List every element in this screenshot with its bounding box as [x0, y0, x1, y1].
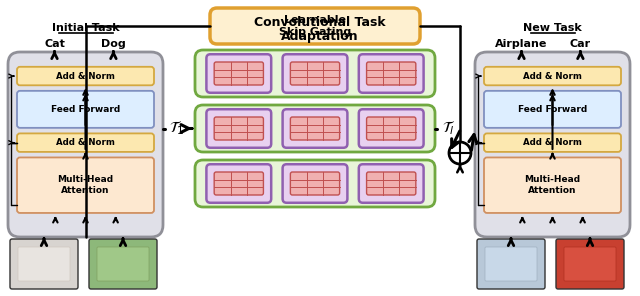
Text: Add & Norm: Add & Norm: [523, 138, 582, 147]
FancyBboxPatch shape: [17, 157, 154, 213]
FancyBboxPatch shape: [283, 164, 348, 203]
FancyBboxPatch shape: [367, 62, 416, 85]
FancyBboxPatch shape: [17, 67, 154, 85]
Text: Car: Car: [570, 39, 591, 49]
FancyBboxPatch shape: [485, 247, 537, 281]
FancyBboxPatch shape: [477, 239, 545, 289]
FancyBboxPatch shape: [206, 54, 271, 93]
FancyBboxPatch shape: [210, 8, 420, 44]
FancyBboxPatch shape: [359, 54, 424, 93]
FancyBboxPatch shape: [359, 164, 424, 203]
FancyBboxPatch shape: [214, 62, 264, 85]
Text: Initial Task: Initial Task: [52, 23, 119, 33]
FancyBboxPatch shape: [564, 247, 616, 281]
FancyBboxPatch shape: [484, 133, 621, 152]
FancyBboxPatch shape: [556, 239, 624, 289]
FancyBboxPatch shape: [291, 117, 340, 140]
FancyBboxPatch shape: [206, 109, 271, 148]
FancyBboxPatch shape: [484, 157, 621, 213]
Text: New Task: New Task: [523, 23, 582, 33]
FancyBboxPatch shape: [367, 117, 416, 140]
Circle shape: [449, 142, 471, 164]
FancyBboxPatch shape: [484, 67, 621, 85]
FancyBboxPatch shape: [283, 109, 348, 148]
FancyBboxPatch shape: [195, 105, 435, 152]
FancyBboxPatch shape: [97, 247, 149, 281]
FancyBboxPatch shape: [291, 62, 340, 85]
Text: Airplane: Airplane: [495, 39, 548, 49]
FancyBboxPatch shape: [367, 172, 416, 195]
FancyBboxPatch shape: [206, 164, 271, 203]
Text: Cat: Cat: [44, 39, 65, 49]
Text: Add & Norm: Add & Norm: [56, 72, 115, 81]
Text: $\mathcal{T}_1$: $\mathcal{T}_1$: [169, 120, 185, 137]
FancyBboxPatch shape: [359, 109, 424, 148]
FancyBboxPatch shape: [484, 91, 621, 128]
FancyBboxPatch shape: [195, 160, 435, 207]
Text: Convolutional Task: Convolutional Task: [254, 15, 386, 28]
FancyBboxPatch shape: [89, 239, 157, 289]
FancyBboxPatch shape: [214, 172, 264, 195]
Text: Adaptation: Adaptation: [281, 30, 359, 43]
FancyBboxPatch shape: [17, 91, 154, 128]
FancyBboxPatch shape: [18, 247, 70, 281]
Text: Feed Forward: Feed Forward: [51, 105, 120, 114]
Text: Multi-Head
Attention: Multi-Head Attention: [58, 176, 113, 195]
FancyBboxPatch shape: [291, 172, 340, 195]
Text: Feed Forward: Feed Forward: [518, 105, 587, 114]
FancyBboxPatch shape: [17, 133, 154, 152]
Text: $\mathcal{T}_l$: $\mathcal{T}_l$: [442, 120, 456, 137]
FancyBboxPatch shape: [195, 50, 435, 97]
Text: Dog: Dog: [101, 39, 126, 49]
FancyBboxPatch shape: [475, 52, 630, 237]
Text: Add & Norm: Add & Norm: [523, 72, 582, 81]
FancyBboxPatch shape: [214, 117, 264, 140]
Text: Multi-Head
Attention: Multi-Head Attention: [524, 176, 580, 195]
FancyBboxPatch shape: [283, 54, 348, 93]
FancyBboxPatch shape: [10, 239, 78, 289]
Text: Learnable
Skip Gating: Learnable Skip Gating: [279, 15, 351, 37]
FancyBboxPatch shape: [8, 52, 163, 237]
Text: Add & Norm: Add & Norm: [56, 138, 115, 147]
